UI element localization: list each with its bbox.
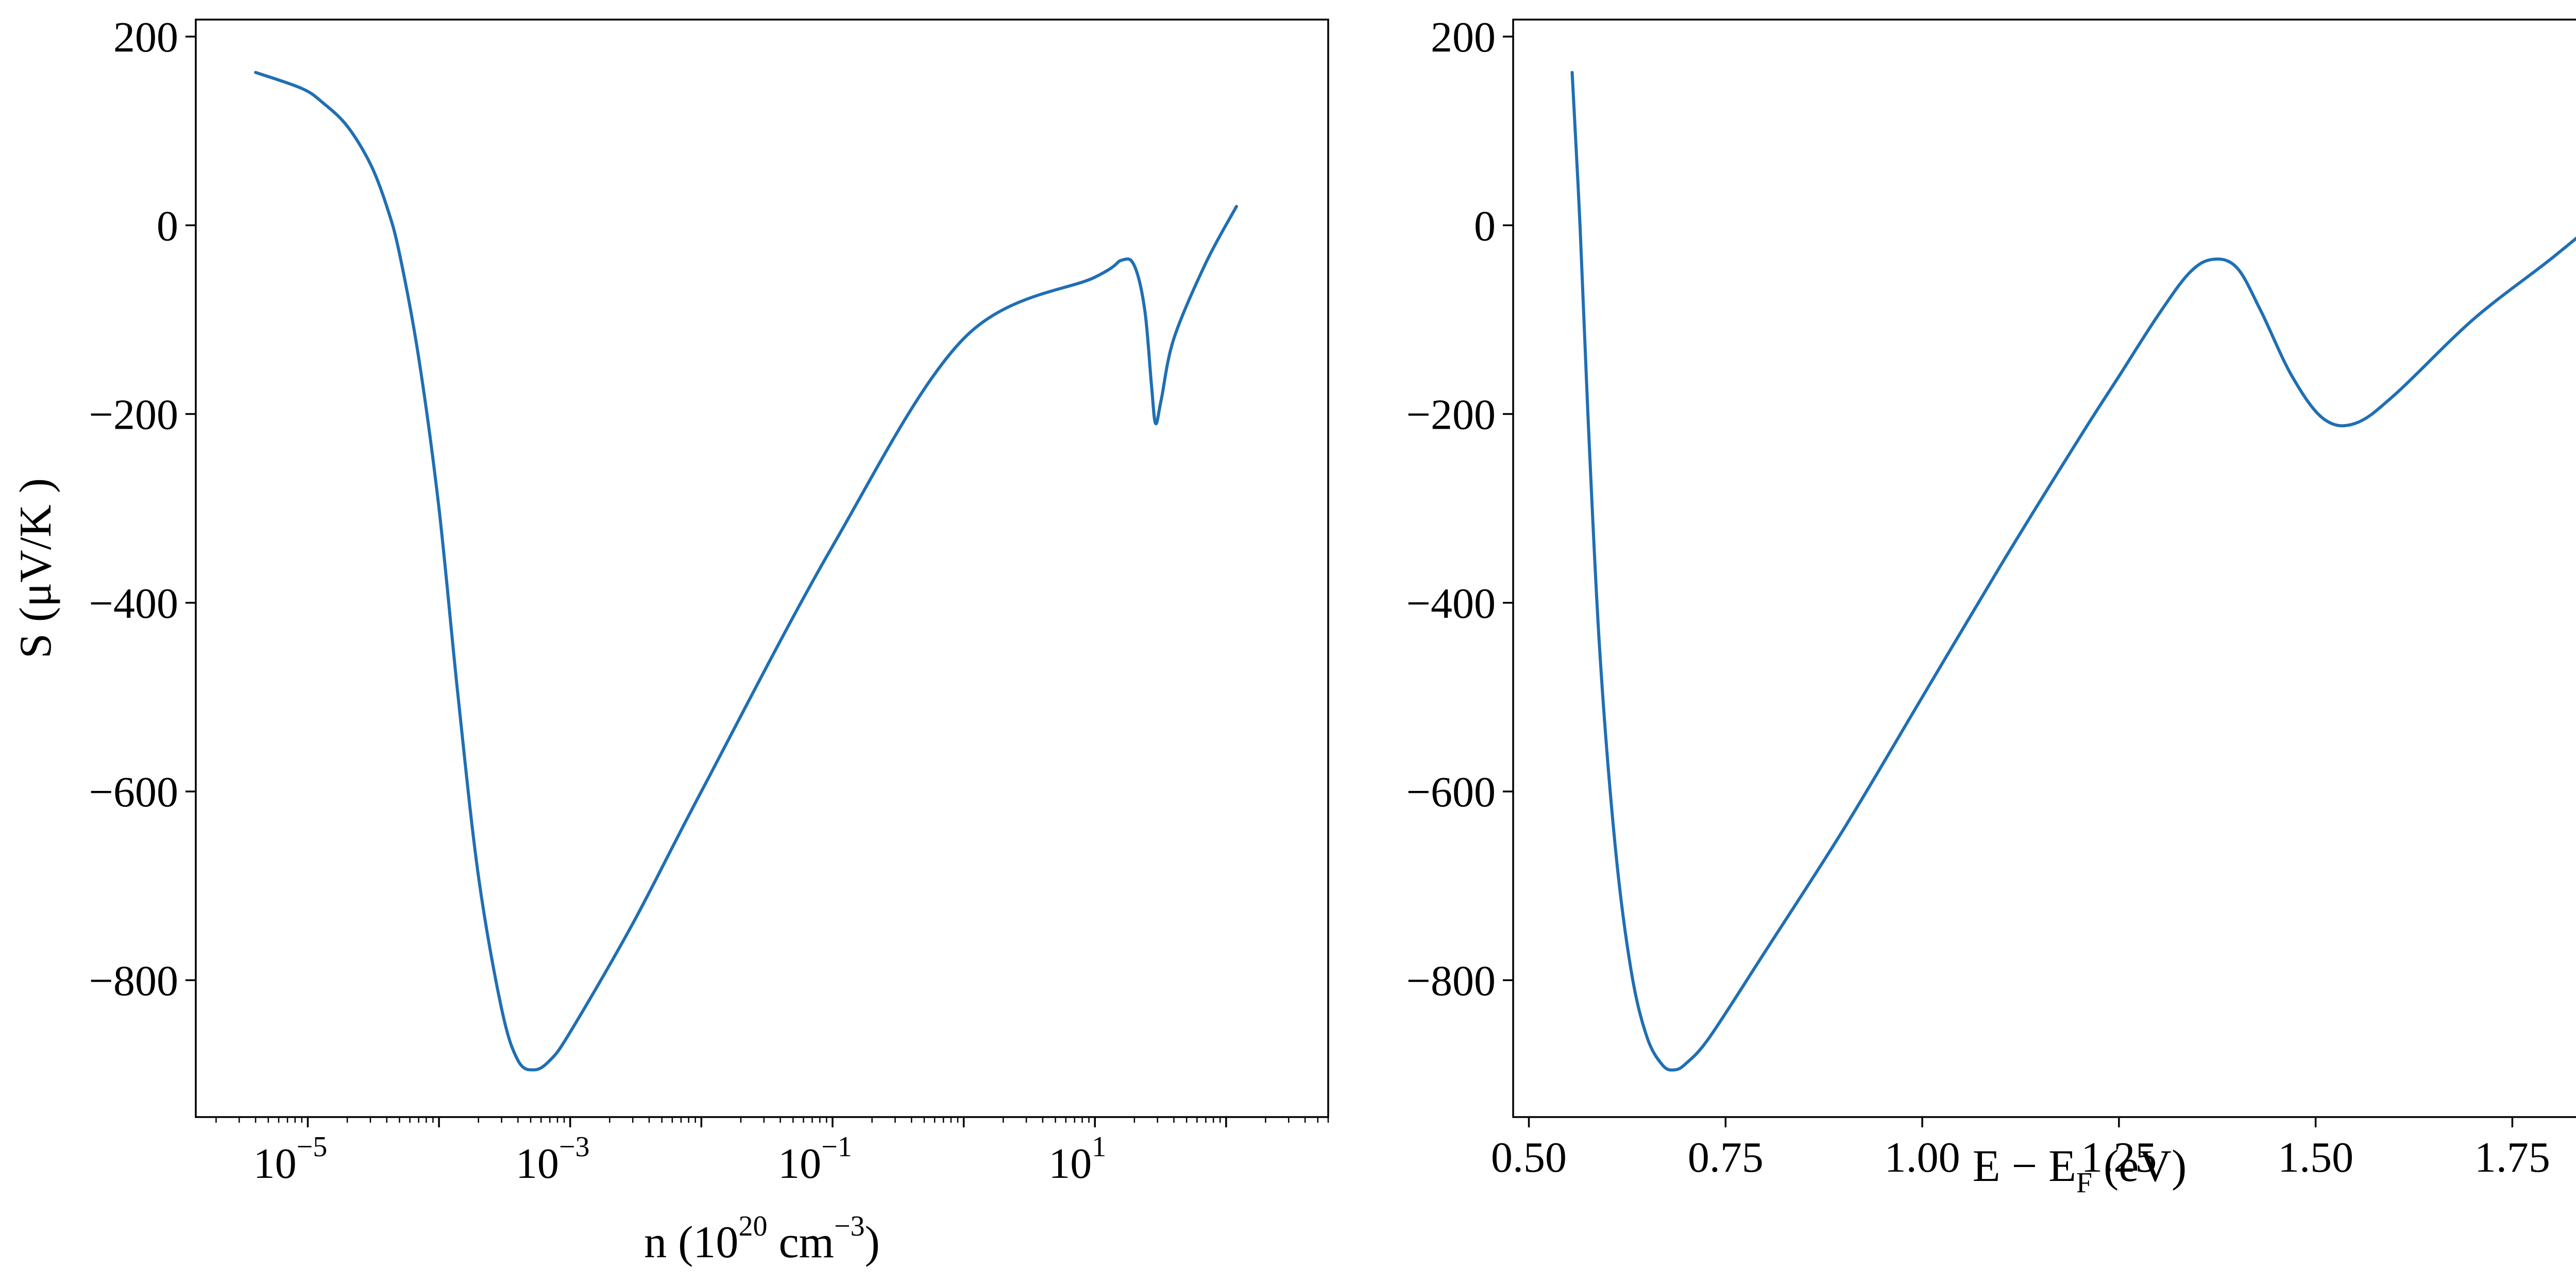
x-axis-label: E − EF (eV) (1973, 1141, 2187, 1199)
seebeck-curve-line (254, 71, 1238, 1072)
y-tick-label: −400 (89, 580, 178, 628)
x-tick-label: 1.50 (2278, 1134, 2353, 1181)
axes-frame (195, 19, 1329, 1118)
x-tick-label: 1.25 (2081, 1134, 2157, 1181)
left-panel-density: 200 0 −200 −400 −600 −800 10−5 10−3 10−1 101 n (10… (11, 13, 1329, 1268)
x-tick-label: 10−1 (778, 1131, 852, 1188)
right-panel-energy: 200 0 −200 −400 −600 −800 0.50 0.75 1.00 1.25 1.50… (1406, 13, 2576, 1199)
y-tick-label: −400 (1406, 580, 1496, 628)
y-tick-label: −800 (89, 957, 178, 1005)
y-tick-label: −200 (89, 391, 178, 439)
y-tick-label: 0 (1474, 202, 1496, 250)
y-tick-label: −600 (89, 768, 178, 816)
x-tick-label: 1.75 (2475, 1134, 2550, 1181)
x-tick-label: 0.50 (1491, 1134, 1567, 1181)
x-tick-label: 1.00 (1885, 1134, 1960, 1181)
y-tick-label: −600 (1406, 768, 1496, 816)
y-tick-label: 0 (157, 202, 178, 250)
x-tick-label: 10−5 (253, 1131, 328, 1188)
x-tick-label: 10−3 (516, 1131, 590, 1188)
x-tick-label: 101 (1048, 1131, 1106, 1188)
x-axis-label: n (1020 cm−3) (644, 1210, 880, 1268)
axes-frame (1512, 19, 2576, 1118)
seebeck-curve-line (1570, 71, 2576, 1072)
x-tick-label: 0.75 (1688, 1134, 1764, 1181)
y-tick-label: 200 (113, 13, 178, 61)
y-tick-label: −800 (1406, 957, 1496, 1005)
y-tick-label: 200 (1431, 13, 1496, 61)
y-tick-label: −200 (1406, 391, 1496, 439)
y-axis-label: S (μV/K ) (11, 478, 61, 658)
